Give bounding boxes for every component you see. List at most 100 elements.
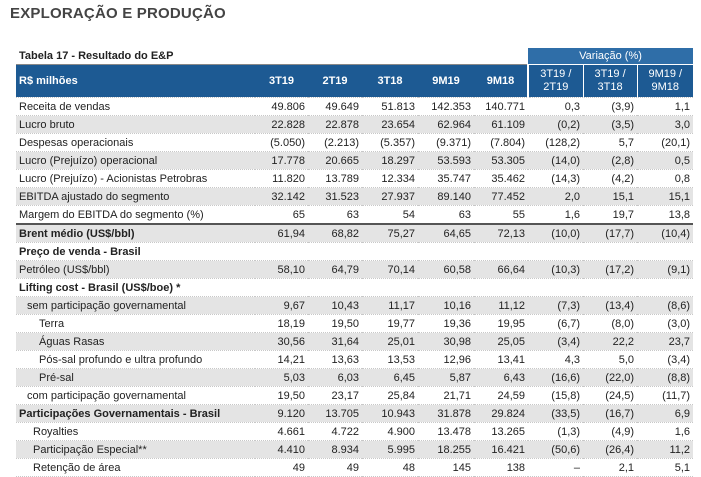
cell-value: 19,7 [583,205,638,225]
cell-value: 4.410 [255,440,308,459]
empty-cell [362,242,418,261]
cell-value: 35.462 [474,169,529,188]
table-row: Participação Especial** 4.410 8.934 5.995 18… [16,440,694,459]
column-header: 3T18 [362,64,418,98]
cell-value: 70,14 [362,260,418,279]
cell-value: (15,8) [528,386,584,405]
cell-value: 138 [474,458,529,477]
cell-value: (3,5) [583,115,638,134]
cell-value: (9.371) [418,133,474,152]
row-label: Participação Especial** [16,440,255,459]
table-row: Participações Governamentais - Brasil 9.1… [16,404,694,423]
cell-value: (17,2) [583,260,638,279]
cell-value: 25,84 [362,386,418,405]
cell-value: 5,87 [418,368,474,387]
empty-cell [474,242,529,261]
table-row: Margem do EBITDA do segmento (%) 65 63 54 63… [16,205,694,225]
column-header: 3T19 / 2T19 [527,64,584,98]
row-label: Petróleo (US$/bbl) [16,260,255,279]
empty-cell [583,242,638,261]
cell-value: 31,64 [308,332,362,351]
empty-cell [474,278,529,297]
cell-value: 10,16 [418,296,474,315]
cell-value: 13.789 [308,169,362,188]
cell-value: 18.297 [362,151,418,170]
cell-value: 72,13 [474,223,529,243]
cell-value: (10,3) [528,260,584,279]
empty-cell [362,278,418,297]
cell-value: 66,64 [474,260,529,279]
cell-value: (10,0) [528,223,584,243]
empty-cell [308,242,362,261]
cell-value: 12.334 [362,169,418,188]
row-label: sem participação governamental [16,296,255,315]
cell-value: 4.722 [308,422,362,441]
cell-value: (14,0) [528,151,584,170]
cell-value: (22,0) [583,368,638,387]
cell-value: 5.995 [362,440,418,459]
column-header: 2T19 [308,64,362,98]
cell-value: (10,4) [637,223,694,243]
table-row: Lucro (Prejuízo) operacional 17.778 20.665… [16,151,694,170]
caption-row: Tabela 17 - Resultado do E&P Variação (%) [16,48,694,65]
cell-value: 75,27 [362,223,418,243]
cell-value: 65 [255,205,308,225]
cell-value: (2.213) [308,133,362,152]
cell-value: (7,3) [528,296,584,315]
cell-value: (9,1) [637,260,694,279]
table-row: Lucro (Prejuízo) - Acionistas Petrobras 1… [16,169,694,188]
cell-value: 89.140 [418,187,474,206]
cell-value: 5,7 [583,133,638,152]
cell-value: 11,2 [637,440,694,459]
cell-value: 21,71 [418,386,474,405]
cell-value: 35.747 [418,169,474,188]
row-label: Royalties [16,422,255,441]
table-row: Receita de vendas 49.806 49.649 51.813 142.3… [16,97,694,116]
cell-value: 23,7 [637,332,694,351]
cell-value: (8,8) [637,368,694,387]
row-label: EBITDA ajustado do segmento [16,187,255,206]
cell-value: 13.478 [418,422,474,441]
table-row: Terra 18,19 19,50 19,77 19,36 19,95 (6,7) (8,0)… [16,314,694,333]
cell-value: 23,17 [308,386,362,405]
cell-value: (3,9) [583,97,638,116]
cell-value: 61.109 [474,115,529,134]
cell-value: (3,4) [528,332,584,351]
cell-value: 58,10 [255,260,308,279]
cell-value: 2,1 [583,458,638,477]
header-row: R$ milhões 3T19 2T19 3T18 9M19 9M18 3T19 / 2T1… [16,64,694,98]
row-label: Retenção de área [16,458,255,477]
table-row: Lifting cost - Brasil (US$/boe) * [16,278,694,297]
cell-value: 64,65 [418,223,474,243]
cell-value: 14,21 [255,350,308,369]
cell-value: (128,2) [528,133,584,152]
table-row: Preço de venda - Brasil [16,242,694,261]
cell-value: (16,6) [528,368,584,387]
empty-cell [418,278,474,297]
cell-value: 60,58 [418,260,474,279]
cell-value: 19,95 [474,314,529,333]
cell-value: 61,94 [255,223,308,243]
cell-value: 11.820 [255,169,308,188]
cell-value: 8.934 [308,440,362,459]
cell-value: (4,2) [583,169,638,188]
cell-value: 4.900 [362,422,418,441]
cell-value: 22.878 [308,115,362,134]
cell-value: 19,36 [418,314,474,333]
row-label: Despesas operacionais [16,133,255,152]
cell-value: (8,0) [583,314,638,333]
row-label: Margem do EBITDA do segmento (%) [16,205,255,225]
empty-cell [308,278,362,297]
row-label: Lifting cost - Brasil (US$/boe) * [16,278,255,297]
cell-value: 13,41 [474,350,529,369]
cell-value: 13,53 [362,350,418,369]
cell-value: 19,50 [308,314,362,333]
cell-value: 22.828 [255,115,308,134]
empty-cell [255,242,308,261]
cell-value: 4,3 [528,350,584,369]
column-header: 9M19 [418,64,474,98]
cell-value: (2,8) [583,151,638,170]
cell-value: 53.593 [418,151,474,170]
table-row: Águas Rasas 30,56 31,64 25,01 30,98 25,05 (3,4… [16,332,694,351]
cell-value: (50,6) [528,440,584,459]
